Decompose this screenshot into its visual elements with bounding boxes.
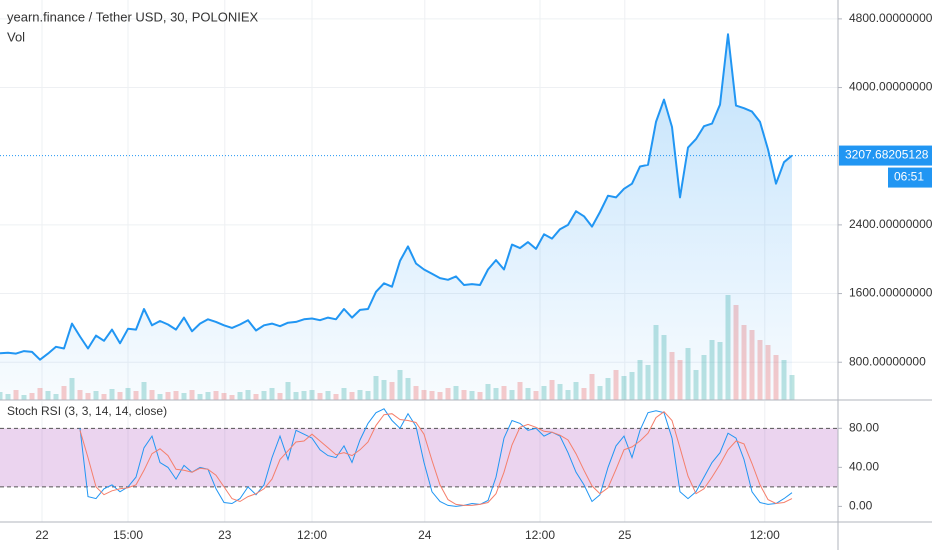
indicator-layer bbox=[0, 408, 838, 507]
x-tick-label: 12:00 bbox=[525, 528, 555, 542]
axis-layer: 22 15:00 23 12:00 24 12:00 25 12:00 800.00000000… bbox=[35, 11, 932, 542]
last-price-box bbox=[839, 145, 932, 166]
x-tick-label: 22 bbox=[35, 528, 49, 542]
price-layer bbox=[0, 33, 838, 401]
indicator-band bbox=[0, 428, 838, 487]
indicator-line bbox=[79, 408, 793, 507]
indicator-line bbox=[79, 411, 793, 506]
last-price-label: 3207.68205128 bbox=[845, 148, 929, 162]
indicator-title: Stoch RSI (3, 3, 14, 14, close) bbox=[7, 404, 167, 418]
x-tick-label: 23 bbox=[218, 528, 232, 542]
y-tick-label: 0.00 bbox=[849, 499, 873, 513]
price-area bbox=[0, 34, 792, 401]
x-tick-label: 24 bbox=[418, 528, 432, 542]
y-tick-label: 80.00 bbox=[849, 420, 879, 434]
y-tick-label: 800.00000000 bbox=[849, 354, 926, 368]
y-tick-label: 40.00 bbox=[849, 460, 879, 474]
x-tick-label: 15:00 bbox=[113, 528, 143, 542]
volume-label: Vol bbox=[7, 29, 25, 44]
price-line bbox=[0, 33, 793, 361]
chart-title: yearn.finance / Tether USD, 30, POLONIEX bbox=[7, 9, 259, 24]
x-tick-label: 25 bbox=[618, 528, 632, 542]
x-tick-label: 12:00 bbox=[750, 528, 780, 542]
y-tick-label: 1600.00000000 bbox=[849, 286, 932, 300]
countdown-box bbox=[888, 167, 932, 188]
y-tick-label: 4800.00000000 bbox=[849, 11, 932, 25]
countdown-label: 06:51 bbox=[894, 170, 924, 184]
y-tick-label: 4000.00000000 bbox=[849, 80, 932, 94]
y-tick-label: 2400.00000000 bbox=[849, 217, 932, 231]
x-tick-label: 12:00 bbox=[297, 528, 327, 542]
